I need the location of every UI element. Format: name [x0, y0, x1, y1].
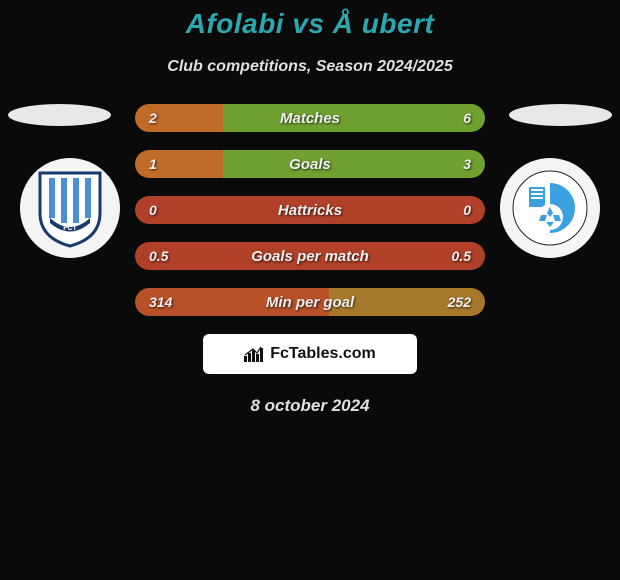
brand-badge: FcTables.com — [203, 334, 417, 374]
bar-fill-right — [310, 196, 485, 224]
shield-icon — [511, 169, 589, 247]
subtitle: Club competitions, Season 2024/2025 — [0, 58, 620, 76]
content-area: FCT 26Matc — [0, 104, 620, 416]
stat-value-left: 0.5 — [149, 242, 168, 270]
stat-row: 314252Min per goal — [135, 288, 485, 316]
stat-bars: 26Matches13Goals00Hattricks0.50.5Goals p… — [135, 104, 485, 316]
brand-text: FcTables.com — [270, 345, 376, 363]
flag-right — [509, 104, 612, 126]
team-badge-right — [500, 158, 600, 258]
shield-icon: FCT — [35, 168, 105, 248]
stat-value-right: 252 — [448, 288, 471, 316]
flag-left — [8, 104, 111, 126]
stat-value-right: 0 — [463, 196, 471, 224]
stat-value-right: 0.5 — [452, 242, 471, 270]
stat-row: 26Matches — [135, 104, 485, 132]
chart-icon — [244, 346, 264, 362]
stat-value-left: 2 — [149, 104, 157, 132]
date-label: 8 october 2024 — [0, 396, 620, 416]
stat-value-left: 314 — [149, 288, 172, 316]
svg-text:FCT: FCT — [63, 225, 77, 232]
stat-row: 0.50.5Goals per match — [135, 242, 485, 270]
stat-value-left: 1 — [149, 150, 157, 178]
stat-row: 00Hattricks — [135, 196, 485, 224]
team-badge-left: FCT — [20, 158, 120, 258]
stat-value-left: 0 — [149, 196, 157, 224]
stat-value-right: 3 — [463, 150, 471, 178]
bar-fill-right — [223, 150, 486, 178]
comparison-card: Afolabi vs Å ubert Club competitions, Se… — [0, 0, 620, 416]
page-title: Afolabi vs Å ubert — [0, 8, 620, 40]
stat-row: 13Goals — [135, 150, 485, 178]
stat-value-right: 6 — [463, 104, 471, 132]
bar-fill-right — [223, 104, 486, 132]
bar-fill-left — [135, 196, 310, 224]
